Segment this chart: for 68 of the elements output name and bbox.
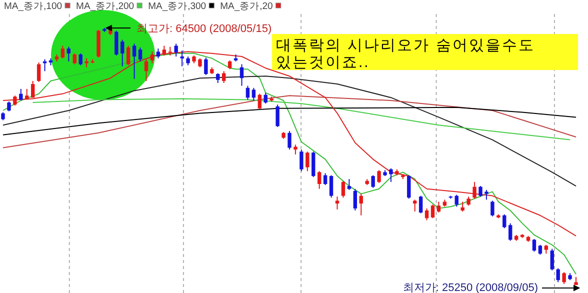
candlestick — [538, 244, 542, 256]
candlestick — [300, 149, 304, 172]
candlestick — [460, 201, 464, 212]
candlestick — [132, 43, 136, 80]
candlestick — [323, 172, 328, 186]
candlestick — [484, 189, 488, 200]
candlestick — [174, 43, 178, 58]
candlestick — [66, 46, 71, 62]
candlestick — [341, 180, 346, 198]
candlestick — [114, 30, 118, 56]
candlestick — [222, 70, 226, 84]
candlestick — [550, 248, 554, 271]
annotation: 대폭락의 시나리오가 숨어있을수도 있는것이죠.. — [276, 37, 535, 71]
candlestick — [25, 88, 29, 100]
candlestick — [502, 214, 506, 229]
candlestick — [36, 62, 41, 82]
candlestick — [335, 196, 340, 210]
candlestick — [240, 64, 244, 86]
candlestick — [72, 52, 76, 65]
candlestick — [216, 72, 220, 84]
candlestick — [138, 47, 142, 62]
candlestick — [246, 85, 250, 100]
candlestick — [532, 238, 536, 252]
candlestick — [347, 178, 352, 190]
candlestick — [78, 52, 82, 66]
candlestick — [60, 45, 65, 59]
candlestick — [276, 104, 280, 128]
legend-label: MA_종가,100 — [4, 1, 62, 12]
candlestick — [508, 222, 512, 242]
candlestick — [120, 39, 124, 67]
candlestick — [472, 181, 476, 200]
candlestick — [144, 58, 148, 82]
candlestick — [7, 101, 11, 112]
candlestick — [294, 144, 298, 155]
candlestick — [288, 130, 292, 150]
candlestick — [180, 50, 184, 67]
candlestick — [264, 92, 268, 104]
candlestick — [454, 194, 458, 208]
candlestick — [562, 272, 566, 284]
candlestick — [412, 199, 417, 212]
candlestick — [389, 168, 393, 182]
candlestick — [407, 174, 411, 200]
candlestick — [329, 174, 334, 198]
candlestick — [377, 170, 381, 184]
candlestick — [430, 204, 435, 219]
candlestick — [359, 193, 363, 216]
candlestick — [317, 170, 322, 190]
candlestick — [424, 208, 429, 221]
candlestick — [156, 48, 160, 59]
candlestick — [30, 80, 35, 98]
candlestick — [556, 268, 560, 283]
legend-label: MA_종가,20 — [220, 1, 273, 12]
candlestick — [19, 88, 23, 101]
candlestick — [204, 57, 208, 76]
candlestick — [353, 188, 358, 211]
candlestick — [13, 95, 17, 106]
annotation: 최저가: 25250 (2008/09/05) — [402, 282, 538, 293]
candlestick — [306, 151, 310, 172]
candlestick — [252, 87, 256, 101]
candlestick — [490, 200, 494, 217]
legend-label: MA_종가,300 — [148, 1, 206, 12]
candlestick — [312, 151, 316, 178]
candlestick — [436, 201, 441, 214]
candlestick — [371, 174, 375, 188]
candlestick — [418, 195, 423, 214]
candlestick — [258, 93, 262, 110]
candlestick — [478, 186, 482, 198]
legend-label: MA_종가,200 — [76, 1, 134, 12]
